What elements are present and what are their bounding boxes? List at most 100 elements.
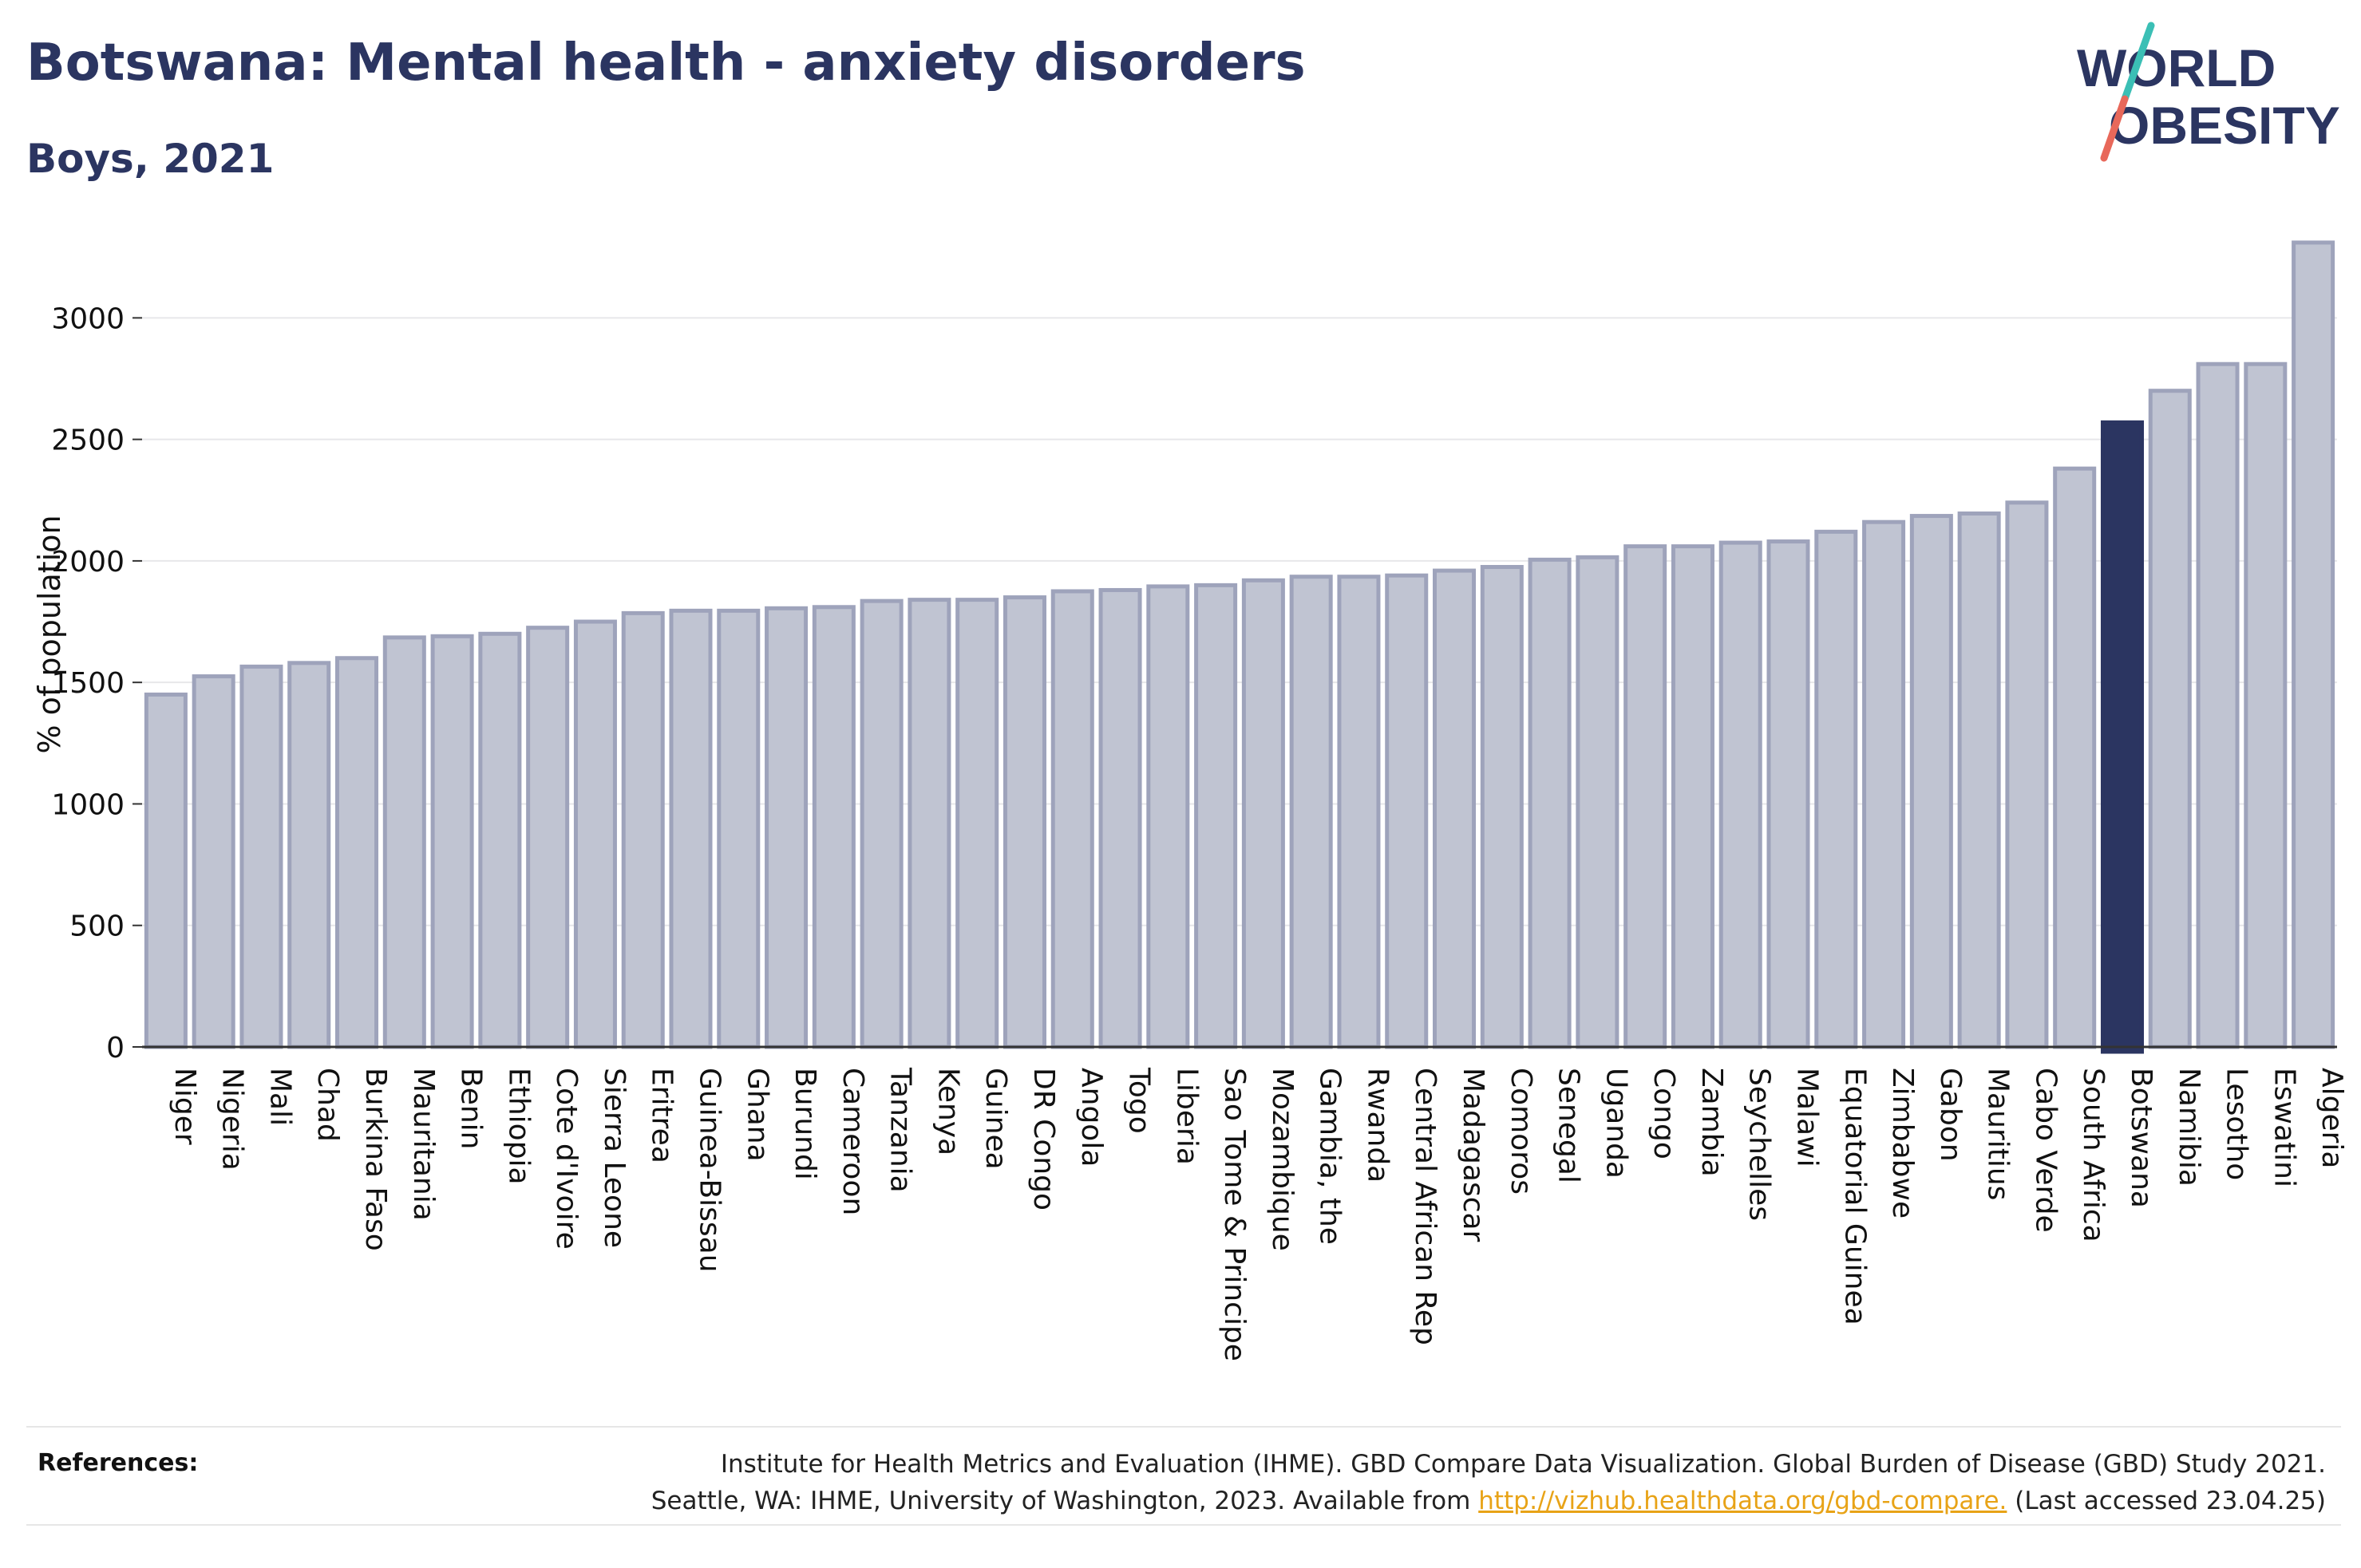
bar-dr-congo bbox=[1003, 595, 1046, 1049]
bar-guinea-bissau bbox=[669, 608, 713, 1049]
logo-line1: WORLD bbox=[2077, 38, 2276, 97]
x-tick-label: Chad bbox=[311, 1068, 344, 1142]
bar-liberia bbox=[1146, 584, 1190, 1049]
bar-seychelles bbox=[1718, 540, 1762, 1049]
x-tick-label: Togo bbox=[1123, 1067, 1156, 1134]
x-tick-label: Mozambique bbox=[1266, 1068, 1299, 1251]
x-tick-label: Niger bbox=[168, 1068, 201, 1145]
bar-lesotho bbox=[2196, 361, 2240, 1049]
bar-equatorial-guinea bbox=[1814, 529, 1858, 1049]
logo-slash-teal bbox=[2121, 22, 2155, 103]
x-tick-label: Comoros bbox=[1505, 1068, 1537, 1195]
x-tick-label: Eritrea bbox=[646, 1068, 678, 1163]
x-tick-label: Ghana bbox=[741, 1068, 773, 1162]
x-tick-label: Ethiopia bbox=[502, 1068, 535, 1185]
x-tick-label: Madagascar bbox=[1457, 1068, 1489, 1242]
references-top-rule bbox=[26, 1426, 2341, 1428]
x-tick-label: Mali bbox=[263, 1068, 296, 1126]
bar-guinea bbox=[955, 598, 999, 1049]
page-title: Botswana: Mental health - anxiety disord… bbox=[26, 34, 1306, 93]
bar-zimbabwe bbox=[1862, 519, 1906, 1049]
x-tick-label: Zambia bbox=[1695, 1068, 1728, 1177]
bar-mali bbox=[239, 664, 283, 1049]
x-tick-label: Gambia, the bbox=[1314, 1068, 1347, 1245]
bar-sierra-leone bbox=[573, 619, 617, 1049]
x-tick-label: Tanzania bbox=[884, 1067, 917, 1193]
x-tick-label: Sao Tome & Principe bbox=[1218, 1068, 1251, 1361]
bar-niger bbox=[144, 692, 188, 1049]
bar-uganda bbox=[1576, 555, 1619, 1049]
bar-mauritania bbox=[382, 635, 426, 1049]
bar-senegal bbox=[1528, 557, 1572, 1049]
bar-togo bbox=[1098, 587, 1142, 1049]
y-axis-ticks: 0 500 1000 1500 2000 2500 3000 bbox=[51, 302, 142, 1064]
bars bbox=[144, 240, 2335, 1054]
references-line2-prefix: Seattle, WA: IHME, University of Washing… bbox=[651, 1487, 1479, 1515]
bar-gabon bbox=[1909, 514, 1953, 1049]
x-tick-label: Lesotho bbox=[2221, 1068, 2253, 1180]
bar-kenya bbox=[908, 598, 951, 1049]
y-tick-label: 3000 bbox=[51, 302, 125, 335]
x-tick-label: Guinea bbox=[979, 1068, 1012, 1170]
x-tick-label: Cabo Verde bbox=[2029, 1068, 2062, 1233]
x-tick-label: Benin bbox=[455, 1068, 488, 1149]
logo-line2: OBESITY bbox=[2109, 96, 2340, 155]
x-tick-label: Senegal bbox=[1552, 1068, 1585, 1183]
bar-angola bbox=[1050, 589, 1094, 1049]
x-tick-label: Mauritania bbox=[407, 1068, 440, 1221]
bar-algeria bbox=[2292, 240, 2335, 1049]
x-tick-label: Botswana bbox=[2125, 1068, 2157, 1208]
bar-zambia bbox=[1671, 544, 1714, 1049]
bar-central-african-rep bbox=[1385, 573, 1429, 1049]
x-tick-label: Malawi bbox=[1791, 1068, 1824, 1167]
bar-mauritius bbox=[1957, 511, 2001, 1049]
references-line2-suffix: (Last accessed 23.04.25) bbox=[2007, 1487, 2326, 1515]
references-line1: Institute for Health Metrics and Evaluat… bbox=[720, 1450, 2326, 1479]
x-tick-label: Kenya bbox=[931, 1068, 964, 1155]
bar-malawi bbox=[1766, 539, 1810, 1049]
bar-benin bbox=[430, 634, 474, 1049]
bar-tanzania bbox=[860, 598, 904, 1049]
bar-ghana bbox=[717, 608, 761, 1049]
bar-ethiopia bbox=[478, 631, 522, 1049]
y-tick-label: 1000 bbox=[51, 788, 125, 821]
page-subtitle: Boys, 2021 bbox=[26, 136, 275, 182]
bar-congo bbox=[1623, 544, 1667, 1049]
x-tick-label: Nigeria bbox=[216, 1068, 249, 1171]
y-tick-label: 2000 bbox=[51, 546, 125, 579]
y-axis-title: % of population bbox=[32, 515, 67, 753]
bar-botswana bbox=[2100, 420, 2144, 1054]
y-tick-label: 2500 bbox=[51, 425, 125, 457]
bar-gambia-the bbox=[1289, 575, 1333, 1049]
references-link[interactable]: http://vizhub.healthdata.org/gbd-compare… bbox=[1478, 1487, 2007, 1515]
x-tick-label: Eswatini bbox=[2268, 1068, 2300, 1187]
x-tick-label: DR Congo bbox=[1027, 1068, 1060, 1211]
bar-eswatini bbox=[2244, 361, 2288, 1049]
references-line2: Seattle, WA: IHME, University of Washing… bbox=[651, 1483, 2326, 1519]
x-tick-label: Congo bbox=[1647, 1068, 1680, 1159]
x-tick-label: Uganda bbox=[1600, 1068, 1632, 1179]
world-obesity-logo: WORLD OBESITY bbox=[2077, 22, 2340, 162]
y-tick-label: 500 bbox=[69, 910, 125, 943]
bar-cote-d-ivoire bbox=[526, 626, 570, 1049]
bar-chad bbox=[287, 661, 331, 1049]
bar-sao-tome-principe bbox=[1194, 583, 1238, 1049]
references-bottom-rule bbox=[26, 1524, 2341, 1526]
x-tick-label: Equatorial Guinea bbox=[1838, 1068, 1871, 1325]
logo-slash-coral bbox=[2100, 95, 2129, 162]
x-tick-label: Cote d'Ivoire bbox=[550, 1068, 583, 1250]
x-tick-label: Rwanda bbox=[1361, 1068, 1394, 1183]
references-label: References: bbox=[38, 1449, 199, 1477]
bar-burundi bbox=[765, 606, 809, 1049]
x-tick-label: Mauritius bbox=[1982, 1068, 2015, 1200]
x-tick-label: South Africa bbox=[2077, 1068, 2110, 1242]
x-tick-label: Zimbabwe bbox=[1886, 1068, 1919, 1218]
bar-mozambique bbox=[1241, 578, 1285, 1049]
x-tick-label: Liberia bbox=[1170, 1068, 1203, 1165]
x-tick-label: Burundi bbox=[789, 1068, 821, 1180]
x-tick-label: Central African Rep bbox=[1409, 1068, 1442, 1345]
x-tick-label: Gabon bbox=[1934, 1068, 1967, 1162]
x-tick-label: Sierra Leone bbox=[598, 1068, 631, 1248]
bar-comoros bbox=[1480, 565, 1524, 1049]
